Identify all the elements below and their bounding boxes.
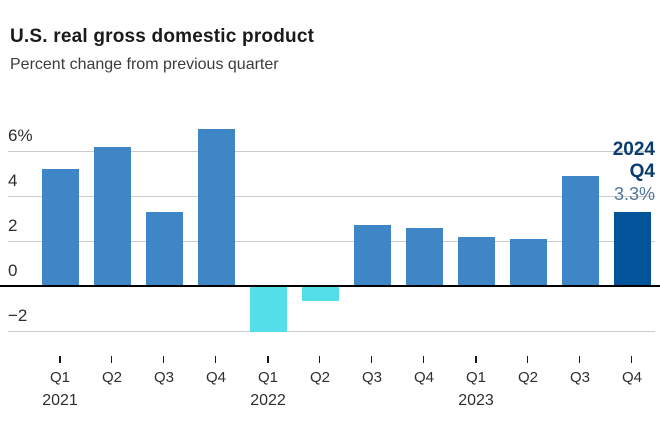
- annotation-latest-quarter: 2024 Q4 3.3%: [613, 139, 655, 205]
- x-axis-label-9: Q1: [465, 369, 486, 386]
- bar-q3-2022: [354, 225, 391, 286]
- x-axis-label-11: Q3: [569, 369, 590, 386]
- bar-q4: [614, 212, 651, 286]
- gridline-6: [8, 151, 655, 152]
- y-axis-label-2: 2: [8, 216, 18, 235]
- x-tick-3: [163, 356, 164, 363]
- bar-q3-2023: [562, 176, 599, 286]
- chart-subtitle: Percent change from previous quarter: [10, 56, 279, 73]
- x-tick-1: [59, 356, 61, 363]
- y-axis-label-6: 6%: [8, 126, 33, 145]
- chart-title: U.S. real gross domestic product: [10, 26, 315, 47]
- y-axis-label-0: 0: [8, 261, 18, 280]
- x-axis-label-1: Q1: [49, 369, 70, 386]
- bar-q2-2021: [94, 147, 131, 287]
- x-tick-9: [475, 356, 477, 363]
- y-axis-label-4: 4: [8, 171, 18, 190]
- gridline-2: [8, 241, 655, 242]
- x-tick-11: [579, 356, 580, 363]
- x-axis-label-8: Q4: [413, 369, 434, 386]
- bar-q3-2021: [146, 212, 183, 286]
- year-label-2023: 2023: [458, 392, 494, 409]
- bar-q4-2021: [198, 129, 235, 287]
- x-tick-5: [267, 356, 269, 363]
- x-tick-10: [527, 356, 528, 363]
- x-tick-7: [371, 356, 372, 363]
- bar-q2-2023: [510, 239, 547, 286]
- year-label-2021: 2021: [42, 392, 78, 409]
- gridline--2: [8, 331, 655, 332]
- annotation-quarter: Q4: [629, 161, 655, 182]
- bar-q1-2023: [458, 237, 495, 287]
- annotation-year: 2024: [612, 139, 655, 160]
- y-axis-label--2: −2: [8, 306, 28, 325]
- year-label-2022: 2022: [250, 392, 286, 409]
- x-axis-label-4: Q4: [205, 369, 226, 386]
- x-tick-2: [111, 356, 112, 363]
- x-tick-8: [423, 356, 424, 363]
- gridline-4: [8, 196, 655, 197]
- bar-q1-2021: [42, 169, 79, 286]
- x-tick-4: [215, 356, 216, 363]
- x-tick-6: [319, 356, 320, 363]
- x-axis-label-12: Q4: [621, 369, 642, 386]
- bar-q1-2022: [250, 287, 287, 332]
- zero-baseline: [0, 285, 660, 287]
- x-axis-label-7: Q3: [361, 369, 382, 386]
- bar-q4-2022: [406, 228, 443, 287]
- x-axis-label-10: Q2: [517, 369, 538, 386]
- x-tick-12: [631, 356, 632, 363]
- annotation-value: 3.3%: [613, 184, 655, 204]
- x-axis-label-3: Q3: [153, 369, 174, 386]
- x-axis-label-6: Q2: [309, 369, 330, 386]
- x-axis-label-2: Q2: [101, 369, 122, 386]
- bar-q2-2022: [302, 287, 339, 301]
- x-axis-label-5: Q1: [257, 369, 278, 386]
